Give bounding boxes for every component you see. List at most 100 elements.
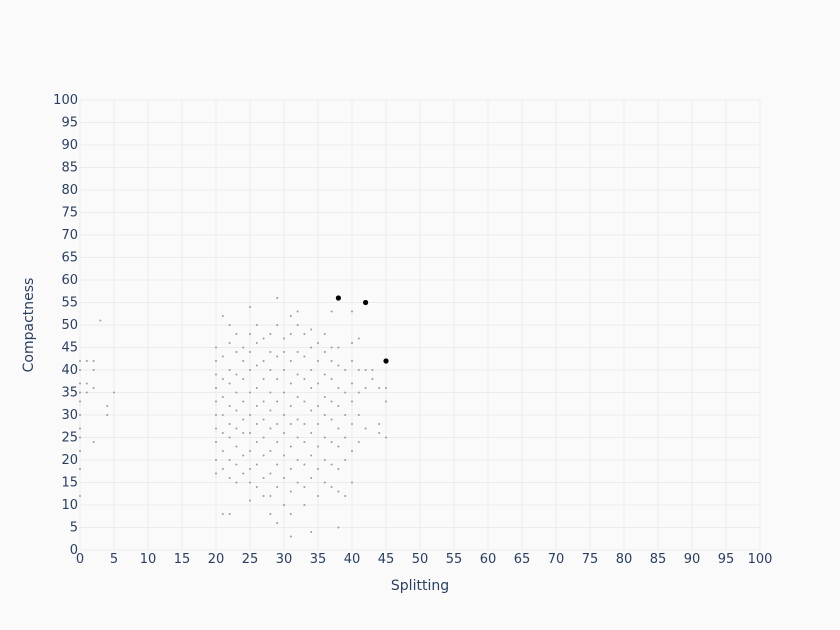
x-tick-label: 35 xyxy=(310,552,327,567)
data-point xyxy=(378,387,381,389)
data-point xyxy=(235,445,238,448)
data-point xyxy=(276,423,279,425)
data-point xyxy=(351,360,353,362)
data-point xyxy=(262,337,265,340)
data-point xyxy=(289,490,292,493)
data-point xyxy=(262,495,265,497)
data-point xyxy=(330,486,333,488)
x-tick-label: 85 xyxy=(650,552,667,567)
data-point xyxy=(310,409,313,412)
data-point xyxy=(303,355,306,358)
data-point xyxy=(289,513,292,515)
y-tick-label: 50 xyxy=(61,318,78,333)
data-point xyxy=(228,382,231,385)
data-point xyxy=(337,445,340,448)
data-point xyxy=(262,378,265,380)
data-point xyxy=(310,369,313,371)
data-point xyxy=(289,405,292,407)
data-point xyxy=(215,414,217,416)
data-point xyxy=(85,382,88,385)
x-tick-label: 5 xyxy=(110,552,118,567)
data-point xyxy=(296,418,299,421)
data-point xyxy=(303,504,306,506)
y-tick-label: 100 xyxy=(53,93,78,108)
data-point xyxy=(283,369,285,371)
data-point xyxy=(276,441,279,443)
data-point xyxy=(79,400,81,403)
data-point xyxy=(337,427,340,430)
data-point xyxy=(330,346,333,349)
data-point xyxy=(323,396,326,398)
data-point xyxy=(249,432,251,434)
data-point xyxy=(228,436,231,439)
data-point xyxy=(79,427,81,430)
data-point xyxy=(289,360,292,362)
data-point xyxy=(378,432,381,434)
data-point xyxy=(215,459,217,461)
data-point xyxy=(364,427,367,430)
x-tick-label: 100 xyxy=(748,552,773,567)
data-point xyxy=(303,400,306,403)
data-point xyxy=(269,513,272,515)
data-point xyxy=(249,468,251,470)
data-point xyxy=(228,324,231,326)
y-tick-label: 25 xyxy=(61,431,78,446)
data-point xyxy=(242,400,245,403)
data-point xyxy=(235,373,238,376)
data-point xyxy=(221,468,224,470)
data-point xyxy=(344,436,347,439)
data-point xyxy=(323,436,326,439)
data-point xyxy=(323,481,326,484)
data-point xyxy=(215,427,217,430)
data-point xyxy=(276,522,279,524)
data-point xyxy=(289,468,292,470)
data-point xyxy=(330,310,333,313)
data-point xyxy=(296,481,299,484)
data-point xyxy=(228,423,231,425)
data-point xyxy=(283,337,285,340)
y-tick-label: 65 xyxy=(61,251,78,266)
data-point xyxy=(249,450,251,452)
data-point xyxy=(357,414,360,416)
data-point xyxy=(296,310,299,313)
y-tick-label: 60 xyxy=(61,273,78,288)
data-point xyxy=(385,387,387,389)
data-point xyxy=(337,346,340,349)
y-tick-label: 95 xyxy=(61,116,78,131)
data-point xyxy=(269,450,272,452)
data-point xyxy=(85,391,88,394)
data-point xyxy=(296,324,299,326)
data-point xyxy=(330,463,333,466)
data-point xyxy=(242,432,245,434)
data-point xyxy=(262,418,265,421)
data-point xyxy=(317,495,319,497)
data-point xyxy=(357,441,360,443)
data-point xyxy=(79,414,81,416)
data-point xyxy=(79,495,81,497)
data-point xyxy=(323,351,326,353)
data-point xyxy=(221,450,224,452)
data-point xyxy=(323,414,326,416)
data-point xyxy=(221,378,224,380)
data-point xyxy=(215,472,217,475)
data-point xyxy=(310,454,313,457)
data-point xyxy=(364,369,367,371)
data-point xyxy=(79,468,81,470)
data-point xyxy=(296,436,299,439)
x-tick-label: 75 xyxy=(582,552,599,567)
data-point xyxy=(249,481,251,484)
data-point xyxy=(249,333,251,335)
data-point xyxy=(255,364,258,367)
y-tick-label: 70 xyxy=(61,228,78,243)
x-tick-label: 60 xyxy=(480,552,497,567)
data-point xyxy=(303,486,306,488)
data-point xyxy=(330,441,333,443)
y-tick-label: 20 xyxy=(61,453,78,468)
data-point xyxy=(92,387,95,389)
highlighted-point xyxy=(383,358,389,364)
data-point xyxy=(269,427,272,430)
data-point xyxy=(289,333,292,335)
data-point xyxy=(310,432,313,434)
data-point xyxy=(255,486,258,488)
data-point xyxy=(276,297,279,299)
